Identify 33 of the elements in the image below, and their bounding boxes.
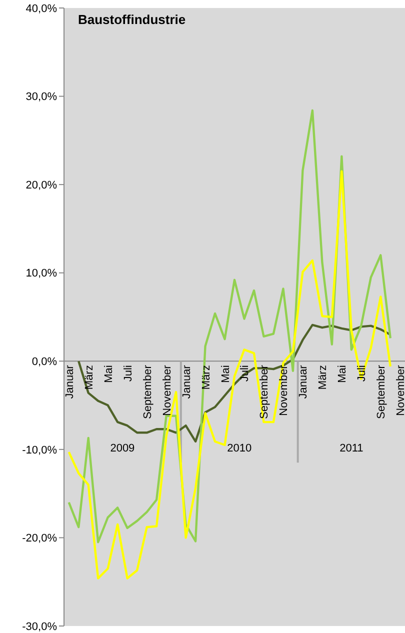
x-tick-label: November: [395, 364, 405, 416]
x-tick-label: September: [142, 364, 154, 419]
x-tick-label: Mai: [336, 365, 349, 383]
x-tick-label: Januar: [64, 364, 76, 399]
y-tick-label: 20,0%: [26, 179, 58, 192]
y-tick-label: -20,0%: [22, 532, 58, 545]
x-tick-label: November: [278, 364, 290, 416]
x-tick-label: Januar: [298, 364, 310, 399]
y-tick-label: 40,0%: [26, 2, 58, 15]
x-tick-label: Juli: [239, 365, 252, 382]
x-tick-label: Mai: [220, 365, 232, 383]
annotation: 2009: [110, 442, 135, 454]
annotation: 2011: [340, 442, 364, 454]
line-series: [78, 324, 392, 443]
x-tick-label: September: [376, 364, 388, 419]
annotation: 2010: [227, 442, 252, 454]
y-tick-label: 0,0%: [32, 356, 58, 368]
chart-title: Baustoffindustrie: [78, 12, 186, 27]
x-tick-label: März: [200, 365, 212, 390]
x-tick-label: Mai: [102, 365, 115, 383]
line-series: [68, 170, 392, 580]
line-series: [68, 109, 392, 544]
y-tick-label: 10,0%: [26, 268, 58, 280]
y-tick-label: 30,0%: [26, 91, 58, 104]
x-tick-label: November: [161, 364, 174, 416]
x-tick-label: Juli: [122, 365, 134, 382]
x-tick-label: März: [317, 365, 330, 390]
y-tick-label: -10,0%: [22, 444, 58, 456]
x-tick-label: März: [83, 365, 96, 390]
y-tick-label: -30,0%: [22, 620, 58, 633]
x-tick-label: Januar: [180, 364, 193, 399]
x-tick-label: Juli: [356, 365, 368, 382]
x-tick-label: September: [258, 364, 271, 419]
